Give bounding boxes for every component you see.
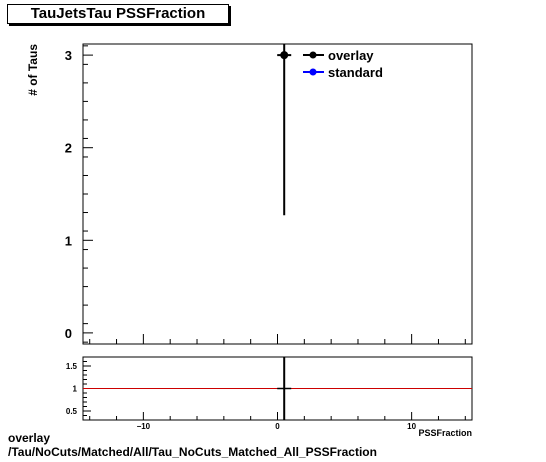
- main-x-axis: [89, 334, 466, 344]
- x-tick-label: −10: [137, 422, 151, 431]
- y-tick-label: 3: [65, 48, 72, 63]
- footer-line-1: overlay: [8, 431, 51, 445]
- footer-line-2: /Tau/NoCuts/Matched/All/Tau_NoCuts_Match…: [8, 445, 377, 459]
- main-data-layer: [277, 44, 292, 216]
- ratio-y-tick-label: 1: [73, 385, 78, 394]
- main-frame-rect: [82, 43, 473, 345]
- legend-label: standard: [328, 65, 383, 80]
- ratio-y-tick-label: 0.5: [66, 407, 78, 416]
- x-tick-label: 10: [407, 422, 416, 431]
- legend-marker: [309, 68, 317, 76]
- main-plot-frame: [82, 43, 473, 345]
- main-y-axis: 0 1 2 3: [65, 45, 93, 343]
- legend-label: overlay: [328, 48, 374, 63]
- x-tick-label: 0: [275, 422, 280, 431]
- chart-title: TauJetsTau PSSFraction: [30, 5, 206, 22]
- legend-marker: [309, 51, 317, 59]
- y-tick-label: 0: [65, 326, 72, 341]
- y-axis-label: # of Taus: [26, 44, 40, 96]
- x-axis-label: PSSFraction: [418, 428, 472, 438]
- ratio-x-axis: −10 0 10: [89, 412, 466, 431]
- y-tick-label: 2: [65, 141, 72, 156]
- legend: overlay standard: [303, 48, 383, 80]
- y-tick-label: 1: [65, 233, 72, 248]
- data-point: [280, 51, 289, 60]
- ratio-data-layer: [83, 357, 472, 420]
- chart-title-box: TauJetsTau PSSFraction: [7, 4, 229, 24]
- ratio-y-tick-label: 1.5: [66, 362, 78, 371]
